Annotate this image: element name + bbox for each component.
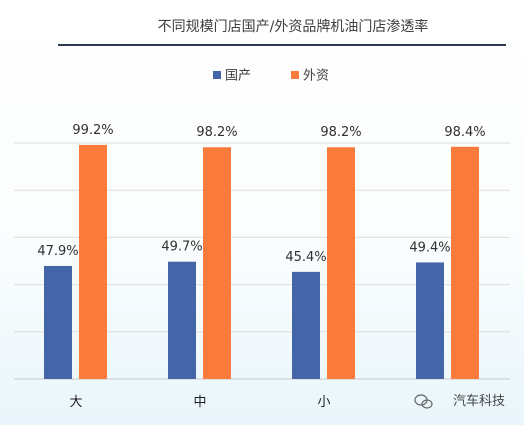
wechat-icon: [414, 394, 433, 409]
legend-swatch: [213, 71, 221, 79]
legend-swatch: [291, 71, 299, 79]
legend-label: 国产: [225, 69, 251, 84]
bar: [168, 261, 196, 379]
chart-title: 不同规模门店国产/外资品牌机油门店渗透率: [158, 18, 429, 35]
bar: [292, 271, 320, 379]
data-label: 98.2%: [196, 125, 237, 140]
watermark: 汽车科技: [414, 393, 505, 409]
watermark-text: 汽车科技: [453, 393, 505, 409]
data-label: 47.9%: [37, 244, 78, 259]
bar: [203, 147, 231, 379]
data-label: 45.4%: [285, 250, 326, 265]
data-label: 99.2%: [72, 123, 113, 138]
x-tick-label: 大: [69, 395, 82, 410]
legend: 国产 外资: [213, 69, 329, 84]
x-axis: 大中小: [69, 395, 330, 410]
bars: 47.9% 99.2% 49.7% 98.2% 45.4% 98.2% 49.4% 98.4%: [37, 123, 486, 379]
bar: [416, 262, 444, 379]
bar: [327, 147, 355, 379]
data-label: 98.2%: [320, 125, 361, 140]
data-label: 49.4%: [409, 240, 450, 255]
legend-label: 外资: [303, 69, 329, 84]
bar: [451, 146, 479, 379]
x-tick-label: 小: [317, 395, 330, 410]
data-label: 49.7%: [161, 240, 202, 255]
x-tick-label: 中: [193, 395, 206, 410]
bar: [44, 265, 72, 379]
bar: [79, 144, 107, 379]
data-label: 98.4%: [444, 125, 485, 140]
